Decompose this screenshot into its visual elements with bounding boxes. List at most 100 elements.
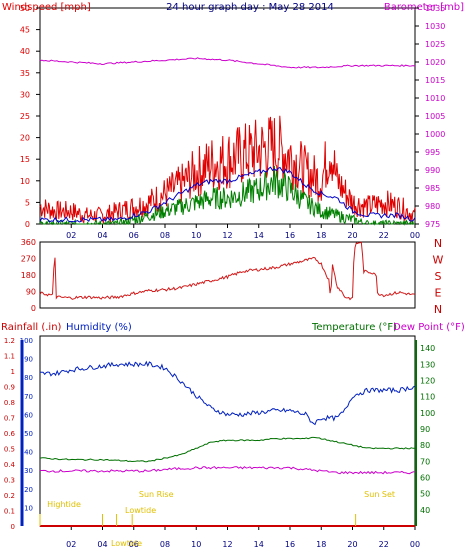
humidity-tick-label: 50	[24, 430, 33, 438]
temp-tick-label: 70	[420, 457, 430, 466]
rain-tick-label: 0.1	[4, 508, 15, 516]
time-tick-label-top: 12	[222, 231, 232, 240]
temp-tick-label: 90	[420, 425, 430, 434]
direction-tick-label: 180	[21, 271, 36, 280]
direction-panel-frame	[39, 241, 416, 309]
baro-tick-label: 990	[425, 166, 440, 175]
baro-tick-label: 975	[425, 220, 440, 229]
wind-low-series	[39, 165, 415, 226]
time-tick-label-bottom: 14	[254, 540, 264, 549]
rain-tick-label: 1.1	[4, 353, 15, 361]
wind-tick-label: 20	[20, 134, 30, 143]
wind-tick-label: 15	[20, 155, 30, 164]
time-tick-label-top: 16	[285, 231, 295, 240]
humidity-tick-label: 20	[24, 486, 33, 494]
wind-direction-series	[39, 241, 416, 301]
rain-tick-label: 0.2	[4, 492, 15, 500]
annotation-lowtide: Lowtide	[111, 539, 142, 548]
humidity-tick-label: 70	[24, 393, 33, 401]
humidity-tick-label: 10	[24, 504, 33, 512]
compass-label: S	[435, 270, 442, 283]
rain-axis-label: Rainfall (.in)	[1, 322, 62, 333]
time-tick-label-bottom: 04	[97, 540, 107, 549]
humidity-axis-label: Humidity (%)	[66, 322, 132, 333]
time-tick-label-bottom: 08	[160, 540, 170, 549]
rain-tick-label: 1	[11, 368, 15, 376]
wind-tick-label: 25	[20, 112, 30, 121]
temperature-series	[39, 436, 415, 463]
baro-tick-label: 1020	[425, 58, 445, 67]
time-tick-label-top: 06	[129, 231, 139, 240]
rain-tick-label: 0.9	[4, 384, 15, 392]
temp-tick-label: 130	[420, 360, 435, 369]
direction-tick-label: 360	[21, 238, 36, 247]
baro-tick-label: 1025	[425, 40, 445, 49]
direction-tick-label: 90	[26, 288, 36, 297]
compass-label: N	[434, 237, 442, 250]
humidity-tick-label: 100	[20, 337, 33, 345]
time-tick-label-top: 02	[66, 231, 76, 240]
annotation-lowtide: Lowtide	[125, 506, 156, 515]
wind-gust-series	[39, 115, 416, 224]
time-tick-label-top: 00	[410, 231, 420, 240]
rain-tick-label: 0.8	[4, 399, 15, 407]
humidity-tick-label: 80	[24, 374, 33, 382]
time-tick-label-top: 04	[97, 231, 107, 240]
temp-tick-label: 50	[420, 490, 430, 499]
humidity-tick-label: 30	[24, 467, 33, 475]
baro-tick-label: 995	[425, 148, 440, 157]
wind-avg-series	[39, 166, 416, 223]
wind-tick-label: 50	[20, 4, 30, 13]
time-tick-label-top: 14	[254, 231, 264, 240]
temp-tick-label: 120	[420, 376, 435, 385]
annotation-hightide: Hightide	[47, 500, 81, 509]
humidity-tick-label: 40	[24, 449, 33, 457]
wind-tick-label: 45	[20, 26, 30, 35]
time-tick-label-bottom: 10	[191, 540, 201, 549]
rain-tick-label: 1.2	[4, 337, 15, 345]
wind-tick-label: 30	[20, 90, 30, 99]
time-tick-label-top: 10	[191, 231, 201, 240]
wind-tick-label: 35	[20, 69, 30, 78]
time-tick-label-bottom: 20	[347, 540, 357, 549]
humidity-series	[39, 360, 416, 426]
wind-tick-label: 40	[20, 47, 30, 56]
annotation-sun-set: Sun Set	[364, 490, 395, 499]
humidity-tick-label: 90	[24, 356, 33, 364]
dewpoint-series	[40, 466, 416, 475]
time-tick-label-bottom: 16	[285, 540, 295, 549]
time-tick-label-bottom: 12	[222, 540, 232, 549]
time-tick-label-top: 22	[379, 231, 389, 240]
temp-tick-label: 110	[420, 393, 435, 402]
rain-tick-label: 0.7	[4, 415, 15, 423]
time-tick-label-top: 18	[316, 231, 326, 240]
compass-label: E	[435, 287, 442, 300]
compass-label: N	[434, 303, 442, 316]
baro-tick-label: 985	[425, 184, 440, 193]
temp-tick-label: 80	[420, 441, 430, 450]
time-tick-label-bottom: 02	[66, 540, 76, 549]
baro-axis-label: Barometer [mb]	[384, 2, 464, 13]
direction-tick-label: 0	[31, 304, 36, 313]
temp-tick-label: 140	[420, 344, 435, 353]
rain-tick-label: 0.4	[4, 461, 16, 469]
time-tick-label-top: 08	[160, 231, 170, 240]
direction-tick-label: 270	[21, 255, 36, 264]
barometer-series	[39, 57, 416, 69]
temp-tick-label: 100	[420, 409, 435, 418]
time-tick-label-bottom: 22	[379, 540, 389, 549]
time-tick-label-bottom: 00	[410, 540, 420, 549]
baro-tick-label: 1035	[425, 4, 445, 13]
wind-panel-frame	[39, 7, 416, 225]
temp-tick-label: 40	[420, 506, 430, 515]
baro-tick-label: 1010	[425, 94, 445, 103]
temperature-axis-label: Temperature (°F)	[311, 322, 397, 333]
rain-tick-label: 0.5	[4, 446, 15, 454]
humidity-panel-frame	[39, 335, 416, 527]
baro-tick-label: 1005	[425, 112, 445, 121]
humidity-tick-label: 60	[24, 411, 33, 419]
baro-tick-label: 980	[425, 202, 440, 211]
wind-axis-label: Windspeed [mph]	[2, 2, 91, 13]
time-tick-label-top: 20	[347, 231, 357, 240]
